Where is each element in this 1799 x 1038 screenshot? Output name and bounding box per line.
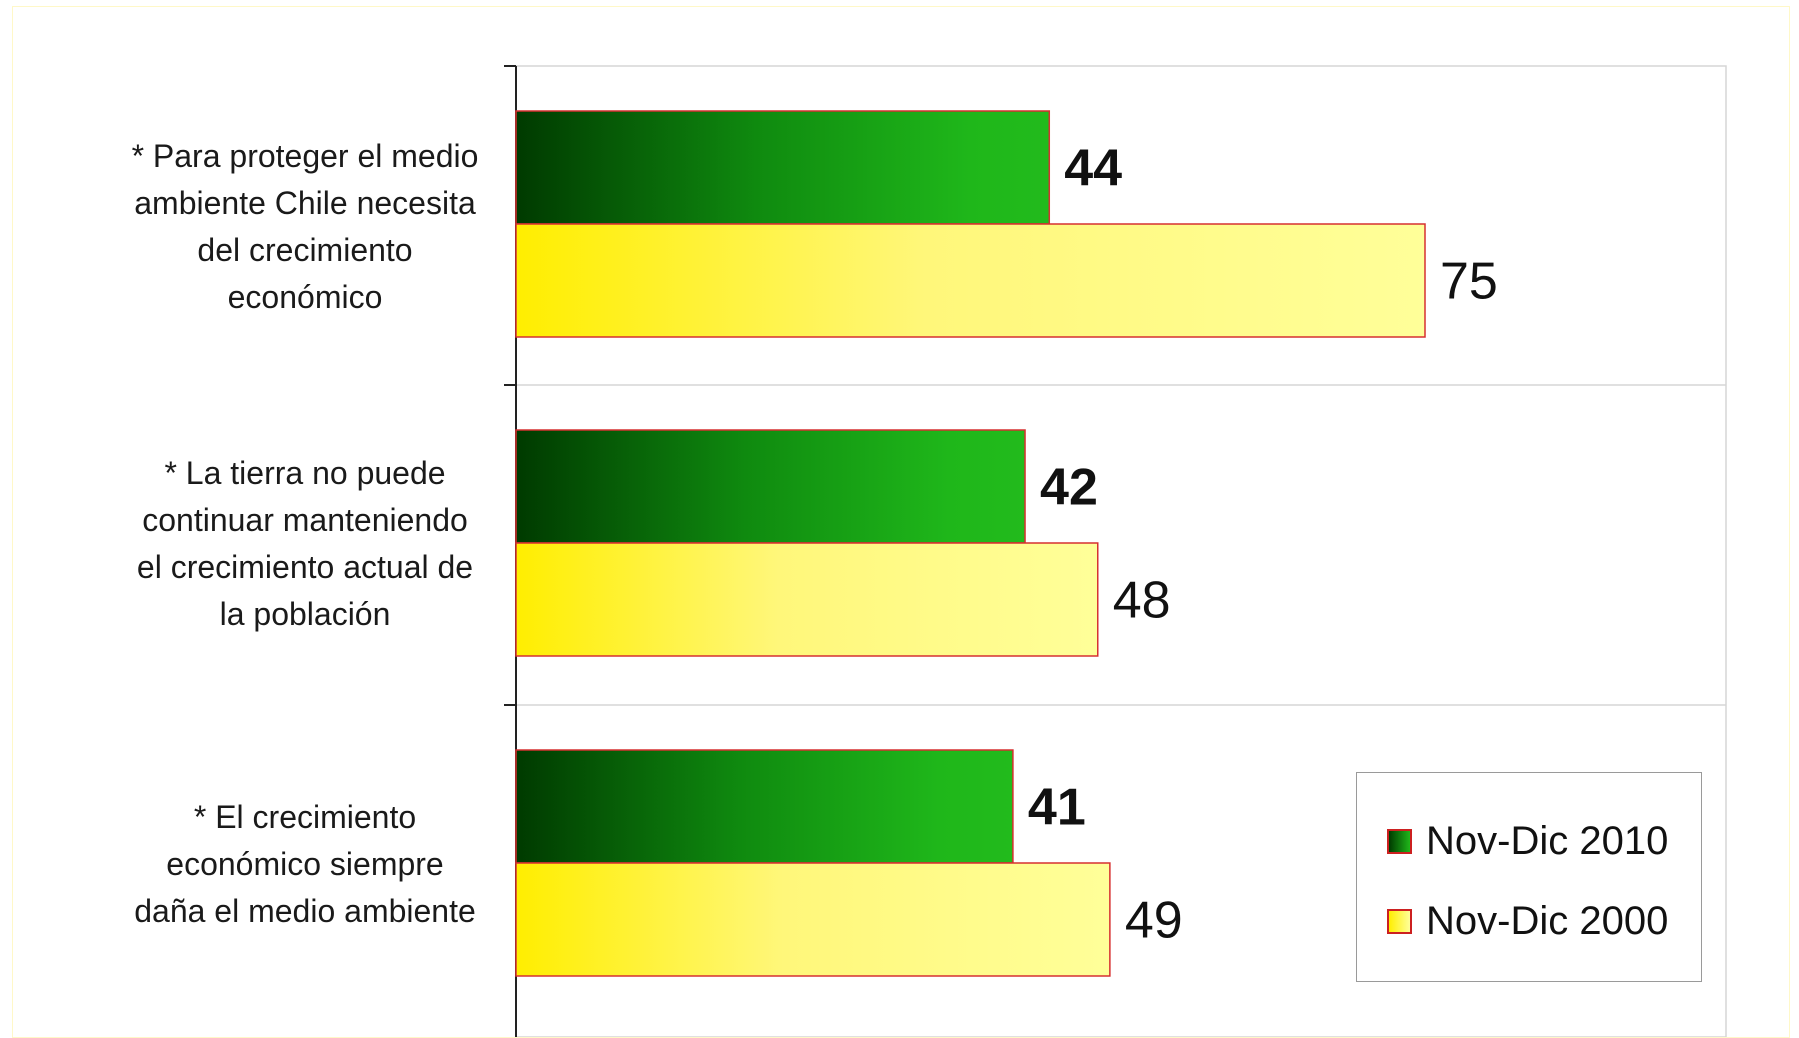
category-label-1: * Para proteger el medio ambiente Chile … (131, 138, 479, 315)
data-label-2010-cat3: 41 (1028, 779, 1086, 837)
legend-label-2010: Nov-Dic 2010 (1426, 818, 1669, 863)
legend-item-2000: Nov-Dic 2000 (1387, 899, 1668, 943)
data-label-2000-cat2: 48 (1113, 572, 1171, 630)
category-label-3: * El crecimiento económico siempre daña … (134, 798, 476, 929)
legend-label-2000: Nov-Dic 2000 (1426, 898, 1669, 943)
bar-2000-cat1 (515, 223, 1426, 338)
legend-swatch-2010 (1387, 828, 1412, 854)
data-label-2000-cat1: 75 (1440, 253, 1498, 311)
data-label-2000-cat3: 49 (1125, 892, 1183, 950)
bar-chart: 44 75 42 48 41 49 (504, 65, 1727, 1037)
data-label-2010-cat2: 42 (1040, 459, 1098, 517)
bar-2000-cat3 (515, 862, 1111, 977)
bar-2010-cat1 (515, 110, 1051, 225)
bar-2000-cat2 (515, 542, 1099, 657)
legend: Nov-Dic 2010 Nov-Dic 2000 (1356, 772, 1702, 982)
legend-swatch-2000 (1387, 908, 1412, 934)
chart-frame: 44 75 42 48 41 49 * Para proteger el medio am… (12, 6, 1790, 1038)
bar-2010-cat3 (515, 749, 1014, 864)
bar-2010-cat2 (515, 429, 1026, 544)
data-label-2010-cat1: 44 (1064, 140, 1122, 198)
legend-item-2010: Nov-Dic 2010 (1387, 819, 1668, 863)
category-label-2: * La tierra no puede continuar mantenien… (136, 455, 474, 632)
